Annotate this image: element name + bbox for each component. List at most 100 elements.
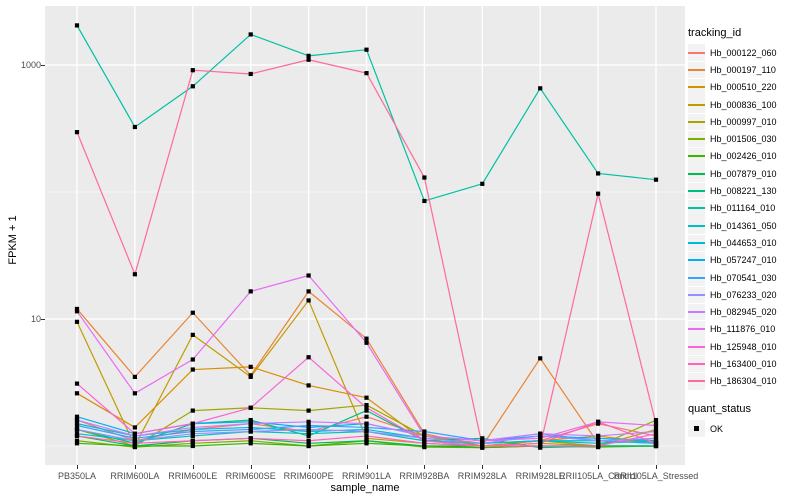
data-point [596,191,601,196]
legend-key-line [688,276,705,279]
x-axis-title: sample_name [330,482,400,494]
x-tick-mark [134,465,136,469]
legend-key-swatch [688,44,705,61]
legend-key-point [694,426,699,432]
legend-item-Hb_076233_020: Hb_076233_020 [688,286,798,304]
data-point [538,431,543,436]
data-point [248,32,253,37]
legend-key-swatch [688,165,705,183]
legend-title-quant-status: quant_status [688,402,751,415]
legend-key-swatch [688,355,705,373]
legend-title-tracking-id: tracking_id [688,27,742,39]
data-point [653,433,659,439]
data-point [422,175,427,180]
legend-key-swatch [688,321,705,338]
legend-key-swatch [688,303,705,321]
x-tick-mark [250,465,252,469]
legend-item-Hb_111876_010: Hb_111876_010 [688,321,798,338]
legend-item-label: Hb_076233_020 [710,289,777,300]
legend-key-swatch [688,61,705,79]
data-point [190,84,195,89]
data-point [653,443,659,449]
x-tick-label-PB350LA: PB350LA [57,471,97,481]
legend-key-swatch [688,234,705,252]
legend-item-Hb_000510_220: Hb_000510_220 [688,78,798,96]
data-point [422,438,427,443]
data-point [306,431,311,436]
legend-key-swatch [688,269,705,286]
data-point [74,414,80,419]
data-point [364,408,369,413]
legend-key-swatch [688,78,705,96]
data-point [364,414,369,419]
x-tick-mark [366,465,368,469]
legend-item-label: Hb_111876_010 [710,324,776,335]
legend-item-label: Hb_008221_130 [710,186,777,197]
data-point [306,355,311,360]
data-point [74,423,80,428]
data-point [364,421,369,426]
data-point [190,443,195,449]
legend-item-Hb_000997_010: Hb_000997_010 [688,113,798,131]
legend-key-line [688,345,705,348]
data-point [653,429,659,434]
data-point [306,57,311,62]
legend-key-line [688,86,705,89]
legend-item-label: Hb_002426_010 [710,151,777,162]
legend-tracking-items: Hb_000122_060 Hb_000197_110 Hb_000510_220 H… [688,44,798,390]
legend-item-label: Hb_057247_010 [710,255,777,266]
data-point [132,443,137,449]
data-point [364,425,369,430]
data-point [364,402,369,408]
data-point [74,391,80,396]
legend-quant-status-block: quant_status OK [688,403,798,437]
data-point [248,374,253,380]
y-tick-mark [41,318,45,320]
data-point [74,381,80,386]
data-point [74,319,80,324]
data-point [190,429,195,434]
data-point [538,436,543,441]
legend-item-Hb_125948_010: Hb_125948_010 [688,338,798,355]
legend-key-swatch [688,130,705,148]
x-tick-label-RRIM600LE: RRIM600LE [168,471,218,481]
data-point [480,181,485,186]
data-point [306,433,311,439]
legend-key-line [688,311,705,314]
legend-item-label: Hb_000122_060 [710,47,777,58]
data-point [364,433,369,439]
data-point [653,417,659,423]
legend-item-label: Hb_000510_220 [710,82,777,93]
data-point [422,198,427,204]
legend-key-swatch [688,182,705,200]
x-tick-label-RRIM928LE: RRIM928LE [515,471,565,481]
data-point [653,421,659,426]
data-point [190,408,195,413]
data-point [306,408,311,413]
data-point [74,433,80,439]
plot-canvas [45,6,685,465]
data-point [74,431,80,436]
legend-item-Hb_011164_010: Hb_011164_010 [688,200,798,217]
legend-key-swatch [688,338,705,355]
data-point [190,433,195,439]
data-point [596,433,601,439]
data-point [364,429,369,434]
data-point [74,441,80,446]
legend-item-Hb_057247_010: Hb_057247_010 [688,251,798,269]
legend-item-Hb_082945_020: Hb_082945_020 [688,303,798,321]
data-point [364,336,369,341]
data-point [132,436,137,441]
data-point [480,436,485,441]
legend-key-line [688,224,705,227]
data-point [248,71,253,77]
legend-item-label: Hb_000997_010 [710,116,777,127]
legend-item-label: Hb_044653_010 [710,237,777,248]
data-point [653,431,659,436]
legend-item-label: Hb_163400_010 [710,358,777,369]
data-point [132,425,137,430]
data-point [74,309,80,314]
legend-item-label: Hb_014361_050 [710,220,777,231]
data-point [132,124,137,130]
